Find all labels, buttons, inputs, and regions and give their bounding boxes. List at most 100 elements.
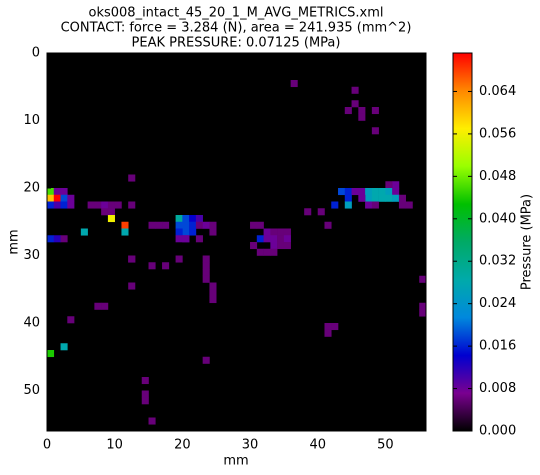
- heat-cell: [263, 235, 271, 243]
- heat-cell: [148, 221, 156, 229]
- heat-cell: [53, 201, 61, 209]
- heat-cell: [60, 188, 68, 196]
- heat-cell: [141, 390, 149, 398]
- heat-cell: [317, 208, 325, 216]
- heat-cell: [277, 242, 285, 250]
- heat-cell: [141, 377, 149, 385]
- heat-cell: [94, 201, 102, 209]
- heat-cell: [47, 235, 55, 243]
- heat-cell: [358, 107, 366, 115]
- heat-cell: [358, 113, 366, 121]
- heat-cell: [398, 201, 406, 209]
- heat-cell: [189, 215, 197, 223]
- heat-cell: [162, 262, 170, 270]
- heat-cell: [277, 235, 285, 243]
- heat-cell: [94, 302, 102, 310]
- title-line: PEAK PRESSURE: 0.07125 (MPa): [132, 36, 341, 51]
- heat-cell: [209, 296, 217, 304]
- heat-cell: [270, 248, 278, 256]
- heat-cell: [121, 228, 129, 236]
- heat-cell: [182, 235, 190, 243]
- colorbar-tick-label: 0.040: [479, 211, 516, 226]
- heat-cell: [60, 235, 68, 243]
- colorbar-tick-label: 0.024: [479, 296, 516, 311]
- heat-cell: [80, 228, 88, 236]
- heat-cell: [202, 356, 210, 364]
- heat-cell: [371, 127, 379, 135]
- heat-cell: [371, 201, 379, 209]
- y-tick-label: 30: [23, 248, 40, 263]
- title-line: CONTACT: force = 3.284 (N), area = 241.9…: [61, 21, 412, 36]
- heat-cell: [209, 282, 217, 290]
- heat-cell: [87, 201, 95, 209]
- heat-cell: [141, 397, 149, 405]
- heat-cell: [385, 194, 393, 202]
- heat-cell: [378, 194, 386, 202]
- heat-cell: [148, 417, 156, 425]
- heat-cell: [256, 248, 264, 256]
- heat-cell: [419, 275, 427, 283]
- heat-cell: [344, 194, 352, 202]
- heat-cell: [365, 188, 373, 196]
- heat-cell: [277, 228, 285, 236]
- heat-cell: [47, 350, 55, 358]
- colorbar: [452, 52, 473, 432]
- heat-cell: [175, 215, 183, 223]
- heat-cell: [338, 188, 346, 196]
- plot-background: [47, 53, 426, 431]
- heat-cell: [101, 208, 109, 216]
- heat-cell: [263, 248, 271, 256]
- heat-cell: [202, 262, 210, 270]
- heat-cell: [107, 201, 115, 209]
- heat-cell: [358, 188, 366, 196]
- x-tick-label: 20: [174, 438, 191, 453]
- heat-cell: [371, 194, 379, 202]
- heat-cell: [155, 221, 163, 229]
- y-axis-label: mm: [7, 229, 22, 254]
- colorbar-tick-label: 0.016: [479, 339, 516, 354]
- heat-cell: [385, 188, 393, 196]
- heat-cell: [371, 188, 379, 196]
- heat-cell: [283, 235, 291, 243]
- heat-cell: [331, 201, 339, 209]
- heat-cell: [290, 80, 298, 88]
- heat-cell: [270, 235, 278, 243]
- heat-cell: [195, 235, 203, 243]
- y-tick-label: 20: [23, 181, 40, 196]
- heat-cell: [405, 201, 413, 209]
- heat-cell: [195, 215, 203, 223]
- heat-cell: [53, 194, 61, 202]
- heat-cell: [256, 235, 264, 243]
- heat-cell: [121, 221, 129, 229]
- heat-cell: [114, 201, 122, 209]
- heat-cell: [101, 201, 109, 209]
- colorbar-tick-label: 0.032: [479, 254, 516, 269]
- x-axis-label: mm: [223, 454, 248, 469]
- heat-cell: [60, 343, 68, 351]
- heat-cell: [385, 181, 393, 189]
- heat-cell: [270, 242, 278, 250]
- heat-cell: [324, 323, 332, 331]
- heat-cell: [128, 282, 136, 290]
- plot-frame: [46, 52, 427, 432]
- heat-cell: [128, 174, 136, 182]
- heat-cell: [202, 221, 210, 229]
- heat-cell: [419, 309, 427, 317]
- colorbar-label: Pressure (MPa): [520, 194, 535, 290]
- title-line: oks008_intact_45_20_1_M_AVG_METRICS.xml: [89, 6, 384, 21]
- heat-cell: [47, 194, 55, 202]
- heat-cell: [202, 255, 210, 263]
- heat-cell: [67, 194, 75, 202]
- x-tick-label: 10: [106, 438, 123, 453]
- heat-cell: [189, 228, 197, 236]
- heat-cell: [344, 201, 352, 209]
- heat-cell: [202, 275, 210, 283]
- colorbar-tick-label: 0.000: [479, 424, 516, 439]
- heat-cell: [344, 107, 352, 115]
- heat-cell: [128, 201, 136, 209]
- heat-cell: [209, 228, 217, 236]
- heat-cell: [250, 242, 258, 250]
- colorbar-tick-label: 0.064: [479, 84, 516, 99]
- heat-cell: [263, 228, 271, 236]
